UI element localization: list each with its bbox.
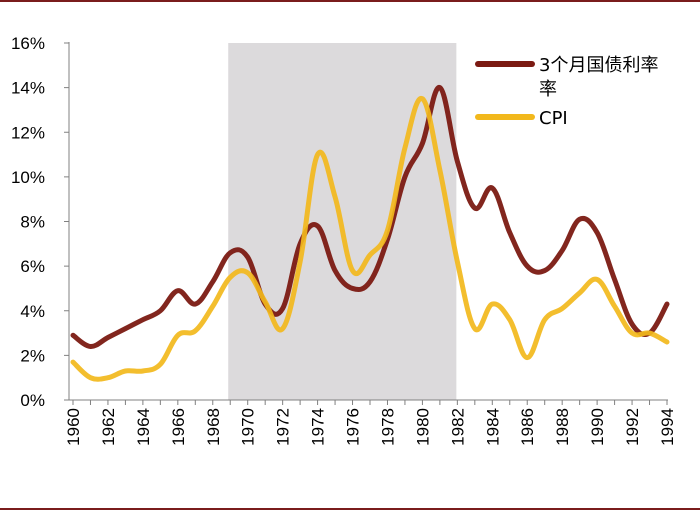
y-tick-label: 0%: [20, 391, 45, 410]
y-tick-label: 8%: [20, 213, 45, 232]
x-tick-label: 1992: [623, 408, 642, 446]
x-tick-label: 1968: [204, 408, 223, 446]
x-tick-label: 1964: [134, 408, 153, 446]
x-tick-label: 1994: [658, 408, 677, 446]
legend-label: 3个月国债利率: [539, 55, 658, 76]
y-tick-label: 10%: [11, 168, 45, 187]
x-tick-label: 1972: [274, 408, 293, 446]
y-tick-label: 12%: [11, 123, 45, 142]
x-tick-label: 1990: [588, 408, 607, 446]
legend-label: 率: [539, 79, 557, 100]
x-tick-label: 1982: [448, 408, 467, 446]
x-tick-label: 1960: [64, 408, 83, 446]
legend-label: CPI: [539, 108, 568, 129]
x-tick-label: 1974: [309, 408, 328, 446]
x-tick-label: 1986: [518, 408, 537, 446]
y-tick-label: 16%: [11, 34, 45, 53]
bottom-border: [0, 508, 700, 510]
x-tick-label: 1970: [239, 408, 258, 446]
x-tick-label: 1976: [344, 408, 363, 446]
series-layer: [70, 85, 670, 382]
x-tick-label: 1984: [483, 408, 502, 446]
y-tick-label: 14%: [11, 79, 45, 98]
x-tick-label: 1966: [169, 408, 188, 446]
y-tick-label: 2%: [20, 346, 45, 365]
series-line-3m-tbill: [70, 85, 670, 349]
x-tick-label: 1980: [413, 408, 432, 446]
top-border: [0, 0, 700, 2]
y-tick-label: 6%: [20, 257, 45, 276]
x-tick-label: 1962: [99, 408, 118, 446]
x-tick-label: 1978: [378, 408, 397, 446]
axes-layer: 0% 2% 4% 6% 8% 10% 12% 14% 16% 1960 1962 1964 1966 19…: [11, 34, 677, 446]
x-tick-label: 1988: [553, 408, 572, 446]
legend-item-cpi: CPI: [475, 108, 568, 129]
y-tick-label: 4%: [20, 302, 45, 321]
series-line-cpi: [70, 96, 670, 382]
